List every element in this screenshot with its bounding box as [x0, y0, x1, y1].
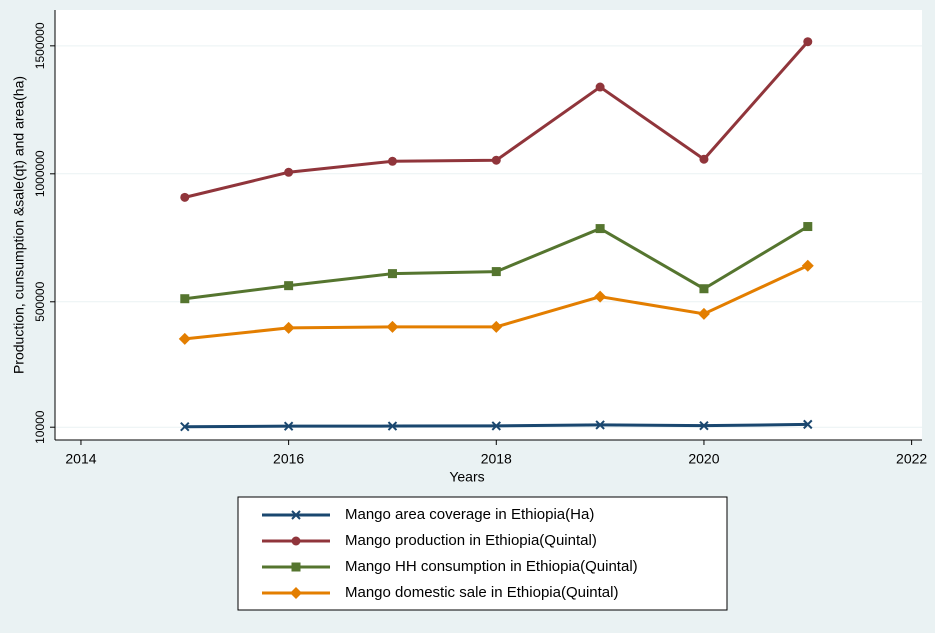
- legend-label: Mango production in Ethiopia(Quintal): [345, 532, 597, 549]
- marker: [291, 510, 301, 520]
- legend-label: Mango domestic sale in Ethiopia(Quintal): [345, 584, 618, 601]
- marker: [595, 82, 605, 92]
- plot-area: [55, 10, 922, 440]
- marker: [290, 587, 302, 599]
- marker: [801, 259, 814, 272]
- marker: [803, 419, 813, 430]
- marker: [283, 421, 294, 431]
- marker: [180, 421, 190, 432]
- x-tick-label: 2022: [896, 451, 927, 467]
- marker: [491, 155, 501, 165]
- marker: [803, 37, 813, 47]
- marker: [699, 154, 709, 164]
- marker: [594, 290, 607, 303]
- marker: [697, 307, 710, 320]
- marker: [387, 269, 397, 279]
- marker: [284, 281, 294, 291]
- x-tick-label: 2020: [688, 451, 719, 467]
- marker: [699, 420, 709, 431]
- x-axis-label: Years: [449, 469, 484, 485]
- y-tick-label: 1000000: [33, 150, 47, 197]
- y-tick-label: 1500000: [33, 22, 47, 69]
- marker: [595, 224, 605, 234]
- marker: [386, 320, 399, 333]
- marker: [491, 267, 501, 277]
- marker: [291, 536, 301, 546]
- marker: [595, 420, 605, 430]
- x-tick-label: 2014: [65, 451, 96, 467]
- marker: [490, 320, 503, 333]
- marker: [699, 284, 709, 294]
- marker: [387, 156, 397, 166]
- marker: [387, 421, 398, 431]
- y-tick-label: 500000: [33, 281, 47, 321]
- marker: [803, 222, 813, 232]
- y-axis-label: Production, cunsumption &sale(qt) and ar…: [11, 76, 27, 374]
- x-tick-label: 2016: [273, 451, 304, 467]
- marker: [491, 421, 501, 431]
- legend-label: Mango HH consumption in Ethiopia(Quintal…: [345, 558, 638, 575]
- marker: [180, 192, 190, 202]
- marker: [284, 167, 294, 177]
- x-tick-label: 2018: [481, 451, 512, 467]
- marker: [282, 321, 295, 334]
- marker: [291, 562, 301, 572]
- marker: [178, 332, 191, 345]
- legend-label: Mango area coverage in Ethiopia(Ha): [345, 506, 594, 523]
- y-tick-label: 10000: [33, 410, 47, 444]
- marker: [180, 294, 190, 304]
